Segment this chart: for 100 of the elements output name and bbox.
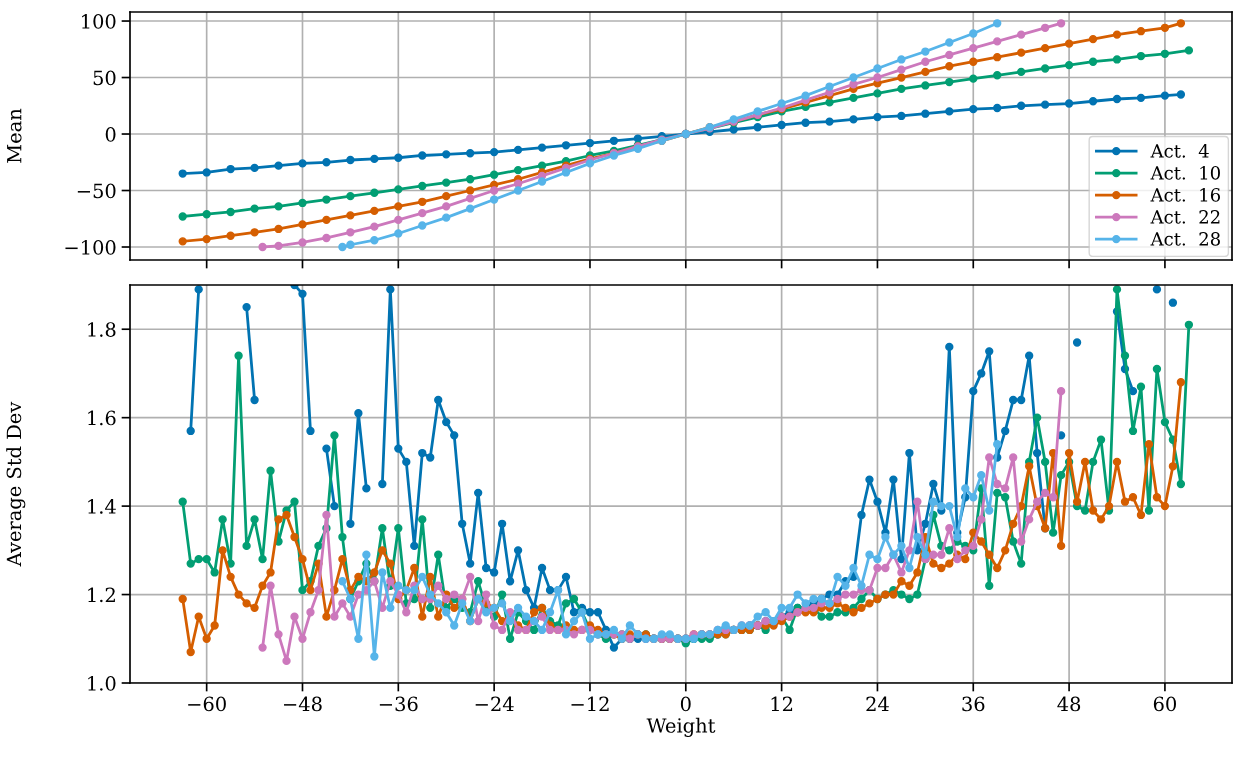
point (274, 202, 283, 211)
x-tick-label: 60 (1153, 696, 1176, 712)
point (561, 141, 571, 150)
legend-label: Act. 22 (1150, 210, 1220, 224)
point (897, 84, 906, 93)
point (873, 64, 882, 73)
point (418, 181, 427, 191)
point (322, 158, 331, 167)
point (1040, 64, 1050, 73)
point (513, 166, 523, 175)
point (1088, 97, 1098, 106)
point (394, 215, 403, 225)
point (513, 186, 523, 195)
point (1088, 57, 1098, 66)
point (346, 155, 355, 165)
point (993, 103, 1002, 113)
legend-label: Act. 4 (1150, 144, 1209, 158)
y-axis-title: Average Std Dev (6, 401, 26, 567)
point (442, 150, 451, 159)
point (226, 207, 235, 217)
point (250, 204, 259, 213)
point (250, 163, 259, 173)
legend-label: Act. 28 (1150, 232, 1220, 246)
point (1064, 99, 1074, 108)
point (945, 107, 954, 116)
y-tick-label: 50 (93, 70, 116, 86)
point (1040, 23, 1050, 32)
x-tick-label: −24 (475, 696, 514, 711)
legend-label: Act. 16 (1150, 188, 1221, 202)
y-tick-label: 1.0 (88, 675, 116, 691)
point (849, 115, 858, 124)
point (1017, 67, 1026, 77)
y-axis-title: Mean (7, 108, 22, 163)
point (921, 57, 930, 66)
y-tick-label: 1.4 (88, 499, 116, 514)
point (466, 149, 475, 158)
point (969, 74, 978, 83)
point (418, 151, 427, 160)
point (945, 50, 954, 60)
point (969, 104, 978, 114)
point (466, 204, 475, 213)
point (298, 159, 307, 168)
point (1176, 19, 1186, 28)
point (370, 222, 379, 231)
point (178, 169, 187, 178)
point (801, 91, 810, 100)
point (1136, 51, 1146, 61)
point (202, 210, 211, 219)
point (1112, 30, 1122, 39)
x-tick-label: −60 (188, 696, 226, 712)
point (346, 191, 355, 201)
point (466, 175, 475, 184)
y-tick-label: 100 (82, 13, 116, 29)
point (753, 123, 762, 132)
point (258, 242, 267, 252)
point (873, 89, 882, 98)
point (1176, 90, 1186, 99)
point (921, 67, 930, 77)
point (442, 202, 451, 211)
point (825, 82, 834, 91)
point (993, 37, 1002, 46)
y-tick-label: −50 (77, 183, 116, 199)
point (1017, 48, 1026, 57)
point (1040, 43, 1050, 53)
point (537, 177, 547, 186)
point (202, 168, 211, 177)
point (609, 136, 619, 145)
point (394, 185, 403, 194)
point (346, 240, 355, 249)
point (1160, 23, 1170, 32)
point (322, 195, 331, 204)
point (489, 170, 499, 179)
point (849, 73, 858, 82)
point (969, 29, 978, 38)
point (585, 159, 595, 168)
point (298, 198, 307, 208)
point (1112, 55, 1122, 64)
point (633, 134, 643, 143)
point (897, 111, 906, 121)
point (1056, 19, 1066, 28)
y-tick-label: 1.2 (88, 587, 115, 603)
point (801, 118, 810, 127)
point (921, 81, 930, 90)
point (346, 211, 355, 220)
point (537, 143, 547, 152)
point (394, 229, 403, 238)
point (418, 221, 427, 230)
point (897, 55, 906, 64)
point (274, 161, 283, 170)
point (442, 213, 451, 222)
point (394, 202, 403, 211)
y-tick-label: 0 (105, 126, 116, 142)
point (993, 19, 1002, 28)
x-tick-label: 48 (1057, 696, 1081, 712)
point (298, 220, 307, 229)
point (849, 93, 858, 103)
point (1160, 49, 1170, 58)
point (585, 138, 595, 148)
point (777, 99, 786, 108)
point (1017, 30, 1026, 39)
